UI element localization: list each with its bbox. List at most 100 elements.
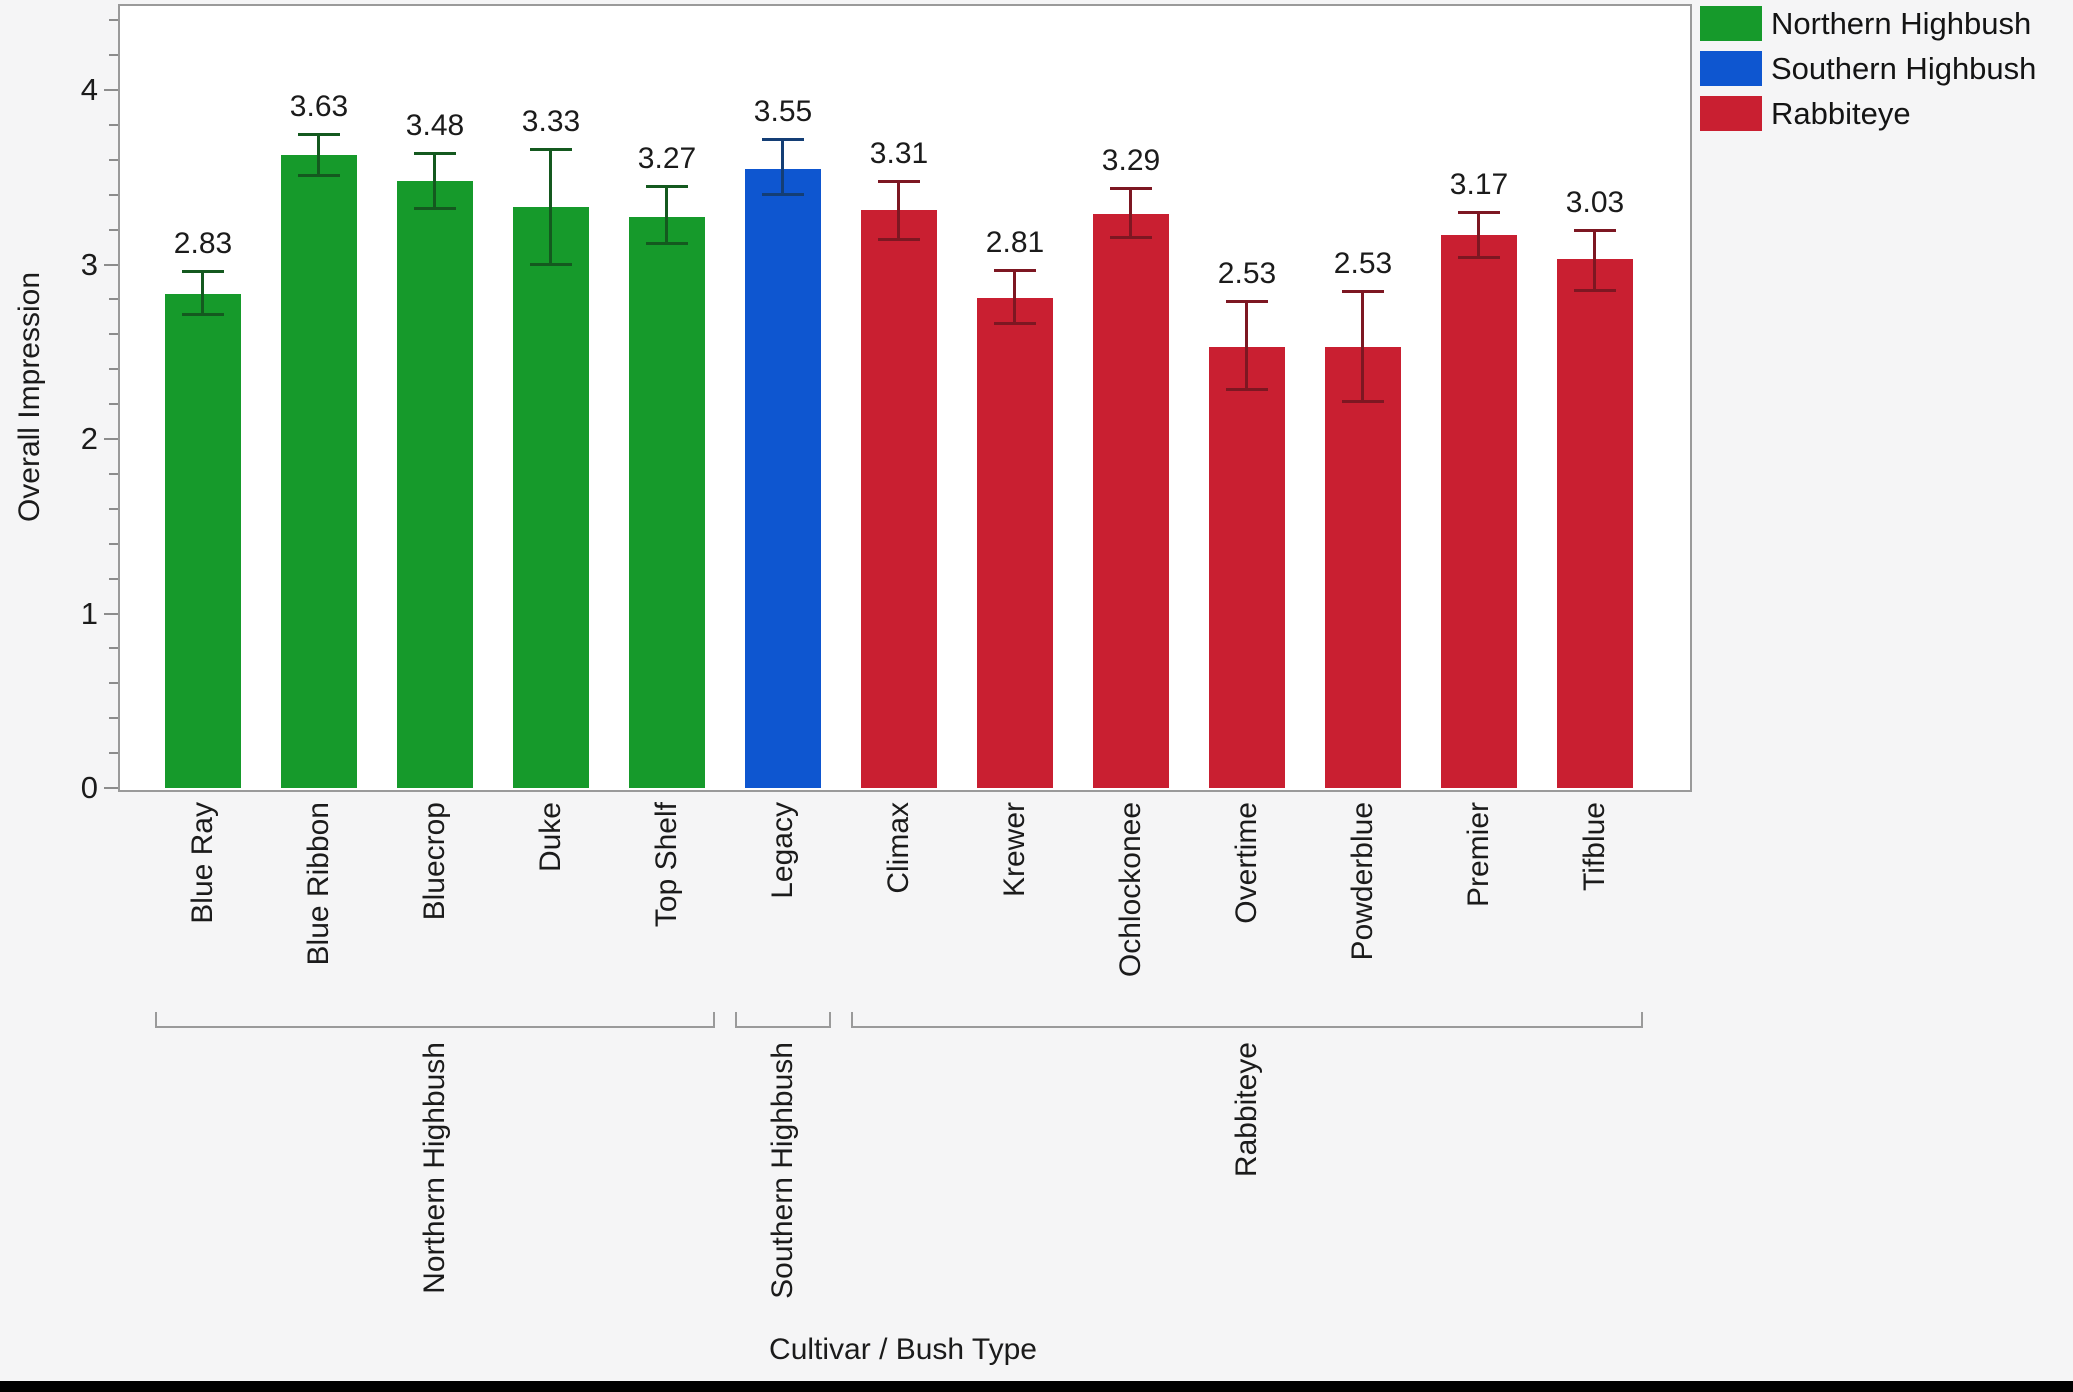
error-bar-top-cap <box>530 148 572 152</box>
error-bar-bottom-cap <box>1110 236 1152 240</box>
error-bar-bottom-cap <box>994 321 1036 325</box>
bar-ochlockonee[interactable] <box>1093 213 1169 788</box>
bar-legacy[interactable] <box>745 168 821 788</box>
error-bar-line <box>549 149 552 265</box>
group-bracket-end <box>713 1012 715 1026</box>
y-minor-tick <box>109 682 118 685</box>
error-bar-bottom-cap <box>530 262 572 266</box>
error-bar-line <box>1129 187 1132 239</box>
y-tick-label: 0 <box>80 770 98 805</box>
bar-blue-ray[interactable] <box>165 294 241 788</box>
y-axis-title: Overall Impression <box>13 271 46 523</box>
legend-item-rabbiteye[interactable]: Rabbiteye <box>1700 96 2036 131</box>
x-tick-label: Krewer <box>998 802 1031 898</box>
error-bar-line <box>1593 229 1596 291</box>
y-minor-tick <box>109 717 118 720</box>
error-bar-line <box>317 133 320 176</box>
legend-swatch-northern-highbush[interactable] <box>1700 6 1762 41</box>
error-bar-bottom-cap <box>1342 400 1384 404</box>
legend-item-southern-highbush[interactable]: Southern Highbush <box>1700 51 2036 86</box>
y-minor-tick <box>109 647 118 650</box>
x-tick-label: Overtime <box>1230 802 1263 924</box>
error-bar-line <box>781 138 784 195</box>
bar-value-label: 2.53 <box>1333 246 1393 280</box>
error-bar-bottom-cap <box>1458 255 1500 259</box>
group-bracket-end <box>735 1012 737 1026</box>
error-bar-line <box>1477 212 1480 258</box>
bar-value-label: 3.31 <box>869 136 929 170</box>
error-bar-top-cap <box>414 151 456 155</box>
legend-swatch-rabbiteye[interactable] <box>1700 96 1762 131</box>
error-bar-top-cap <box>1458 211 1500 215</box>
group-bracket-end <box>829 1012 831 1026</box>
legend-item-northern-highbush[interactable]: Northern Highbush <box>1700 6 2036 41</box>
error-bar-top-cap <box>298 132 340 136</box>
error-bar-bottom-cap <box>182 313 224 317</box>
y-major-tick <box>104 787 118 789</box>
bar-value-label: 3.55 <box>753 94 813 128</box>
bar-value-label: 3.63 <box>289 89 349 123</box>
y-minor-tick <box>109 333 118 336</box>
group-bracket <box>155 1026 715 1028</box>
y-minor-tick <box>109 403 118 406</box>
error-bar-top-cap <box>1226 300 1268 304</box>
bar-powderblue[interactable] <box>1325 346 1401 788</box>
y-major-tick <box>104 438 118 440</box>
legend-swatch-southern-highbush[interactable] <box>1700 51 1762 86</box>
bar-top-shelf[interactable] <box>629 217 705 788</box>
error-bar-line <box>433 152 436 209</box>
error-bar-bottom-cap <box>298 173 340 177</box>
error-bar-top-cap <box>646 184 688 188</box>
group-bracket-end <box>1641 1012 1643 1026</box>
bar-overtime[interactable] <box>1209 346 1285 788</box>
group-label-rabbiteye: Rabbiteye <box>1230 1042 1263 1178</box>
bar-climax[interactable] <box>861 210 937 788</box>
bar-value-label: 3.27 <box>637 141 697 175</box>
y-minor-tick <box>109 542 118 545</box>
bar-blue-ribbon[interactable] <box>281 154 357 788</box>
error-bar-line <box>1361 290 1364 403</box>
error-bar-top-cap <box>1574 228 1616 232</box>
error-bar-bottom-cap <box>646 241 688 245</box>
bar-duke[interactable] <box>513 206 589 788</box>
group-bracket-end <box>851 1012 853 1026</box>
error-bar-top-cap <box>762 137 804 141</box>
bar-premier[interactable] <box>1441 234 1517 788</box>
error-bar-bottom-cap <box>1574 288 1616 292</box>
x-tick-label: Duke <box>534 802 567 873</box>
y-tick-label: 3 <box>80 246 98 282</box>
bar-value-label: 3.29 <box>1101 143 1161 177</box>
x-tick-label: Tifblue <box>1578 802 1611 891</box>
group-bracket <box>851 1026 1643 1028</box>
error-bar-top-cap <box>182 270 224 274</box>
bar-bluecrop[interactable] <box>397 180 473 788</box>
error-bar-line <box>665 185 668 244</box>
y-minor-tick <box>109 472 118 475</box>
x-tick-label: Blue Ribbon <box>302 802 335 966</box>
y-minor-tick <box>109 752 118 755</box>
x-axis-title: Cultivar / Bush Type <box>769 1333 1037 1366</box>
y-minor-tick <box>109 228 118 231</box>
bar-value-label: 2.83 <box>173 227 233 261</box>
group-label-southern-highbush: Southern Highbush <box>766 1042 799 1299</box>
bar-value-label: 3.03 <box>1565 185 1625 219</box>
error-bar-bottom-cap <box>762 192 804 196</box>
y-tick-label: 4 <box>80 72 98 107</box>
x-tick-label: Top Shelf <box>650 802 683 928</box>
bar-krewer[interactable] <box>977 297 1053 788</box>
y-minor-tick <box>109 298 118 301</box>
y-minor-tick <box>109 193 118 196</box>
error-bar-top-cap <box>994 268 1036 272</box>
x-tick-label: Legacy <box>766 802 799 899</box>
bar-value-label: 3.33 <box>521 105 581 139</box>
y-minor-tick <box>109 19 118 22</box>
legend-label: Northern Highbush <box>1771 6 2032 41</box>
legend-label: Rabbiteye <box>1771 96 1911 131</box>
x-tick-label: Premier <box>1462 802 1495 908</box>
bar-tifblue[interactable] <box>1557 259 1633 788</box>
bar-value-label: 3.48 <box>405 108 465 142</box>
error-bar-bottom-cap <box>878 238 920 242</box>
error-bar-bottom-cap <box>414 206 456 210</box>
y-minor-tick <box>109 368 118 371</box>
window-bottom-edge <box>0 1381 2073 1392</box>
